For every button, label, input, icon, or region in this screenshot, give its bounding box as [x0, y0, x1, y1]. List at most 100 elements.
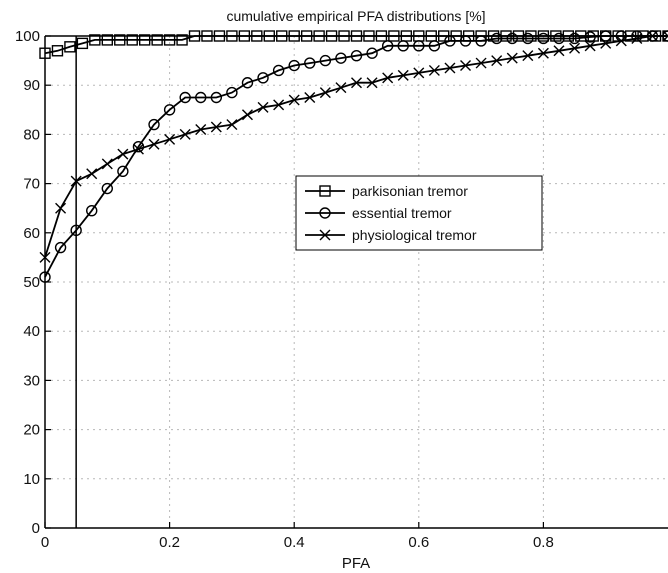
data-point-x: [117, 148, 129, 160]
data-point-x: [148, 138, 160, 150]
data-point-circle: [304, 57, 316, 69]
data-point-circle: [86, 204, 98, 217]
data-point-circle: [148, 118, 160, 131]
data-point-circle: [101, 182, 114, 195]
data-point-x: [195, 123, 207, 135]
data-point-circle: [257, 72, 269, 84]
data-point-x: [101, 158, 113, 170]
y-tick-label: 90: [23, 77, 40, 94]
data-point-x: [55, 202, 67, 214]
x-tick-label: 0.6: [408, 534, 429, 551]
data-point-x: [537, 47, 549, 59]
y-tick-label: 0: [32, 520, 40, 537]
data-point-circle: [163, 104, 176, 116]
data-point-x: [491, 55, 503, 67]
data-point-circle: [553, 32, 565, 45]
data-point-circle: [381, 40, 394, 52]
data-point-x: [241, 109, 253, 121]
data-point-x: [584, 40, 596, 52]
data-point-x: [600, 37, 612, 49]
x-axis-label: PFA: [342, 555, 370, 572]
legend-item: essential tremor: [305, 205, 452, 221]
legend: parkisonian tremor essential tremor physio…: [295, 175, 543, 251]
grid: [45, 36, 668, 528]
y-tick-label: 40: [23, 323, 40, 340]
data-point-x: [506, 52, 518, 64]
data-point-circle: [117, 165, 129, 178]
legend-label: physiological tremor: [352, 227, 477, 243]
data-point-x: [351, 77, 362, 89]
data-point-circle: [397, 40, 409, 52]
y-tick-label: 80: [23, 126, 40, 143]
data-point-circle: [288, 59, 300, 72]
data-point-circle: [272, 64, 285, 77]
data-point-x: [444, 62, 456, 74]
x-tick-label: 0.4: [284, 534, 305, 551]
data-point-x: [460, 60, 472, 72]
y-tick-label: 50: [23, 274, 40, 291]
data-point-square: [101, 34, 114, 46]
data-point-x: [288, 94, 300, 106]
data-point-circle: [70, 224, 82, 237]
series-x: [39, 30, 668, 263]
data-point-x: [273, 99, 285, 111]
data-point-x: [413, 67, 425, 79]
series-circle: [39, 30, 668, 283]
data-point-circle: [179, 91, 191, 104]
x-tick-label: 0: [41, 534, 49, 551]
data-point-circle: [241, 77, 254, 89]
legend-item: physiological tremor: [305, 227, 477, 243]
legend-label: parkisonian tremor: [352, 183, 468, 199]
data-point-circle: [319, 54, 332, 67]
data-point-square: [126, 34, 138, 46]
data-point-circle: [537, 32, 550, 45]
data-point-square: [138, 34, 151, 46]
data-point-x: [304, 92, 316, 103]
y-tick-label: 100: [15, 28, 40, 45]
data-point-x: [335, 82, 347, 94]
legend-label: essential tremor: [352, 205, 452, 221]
data-point-square: [51, 45, 64, 57]
data-point-x: [569, 42, 581, 54]
data-point-circle: [568, 32, 581, 45]
data-point-circle: [335, 52, 347, 64]
chart-title: cumulative empirical PFA distributions […: [226, 8, 485, 24]
y-tick-label: 70: [23, 176, 40, 193]
tick-labels: 0 0.2 0.4 0.6 0.8 0 10 20 30 40 50 60 70 80 90 100: [15, 28, 554, 551]
data-point-square: [64, 41, 76, 53]
data-point-square: [114, 34, 126, 46]
x-tick-label: 0.8: [533, 534, 554, 551]
data-point-x: [70, 175, 82, 187]
data-point-x: [553, 45, 565, 57]
data-point-square: [176, 34, 188, 46]
data-point-circle: [195, 91, 207, 104]
x-tick-label: 0.2: [159, 534, 180, 551]
data-point-square: [89, 34, 101, 46]
y-tick-label: 60: [23, 225, 40, 242]
data-point-x: [382, 72, 394, 84]
legend-item: parkisonian tremor: [305, 183, 468, 199]
data-point-x: [132, 143, 144, 155]
data-point-x: [366, 77, 378, 89]
data-point-circle: [490, 32, 503, 45]
data-point-x: [662, 30, 668, 42]
y-tick-label: 10: [23, 471, 40, 488]
series-square: [39, 30, 668, 59]
data-point-circle: [210, 91, 223, 104]
data-point-x: [522, 50, 534, 62]
data-point-square: [163, 34, 176, 46]
legend-marker-square: [319, 185, 331, 197]
data-point-x: [257, 101, 269, 113]
data-point-x: [86, 168, 98, 180]
data-point-x: [226, 119, 238, 131]
data-point-circle: [366, 47, 378, 59]
data-point-circle: [522, 32, 534, 45]
data-point-circle: [226, 86, 238, 99]
data-point-x: [179, 128, 191, 140]
axes: [44, 35, 668, 529]
data-point-x: [397, 69, 409, 81]
data-point-x: [475, 57, 487, 69]
data-point-circle: [350, 49, 363, 62]
legend-marker-x: [319, 229, 331, 241]
